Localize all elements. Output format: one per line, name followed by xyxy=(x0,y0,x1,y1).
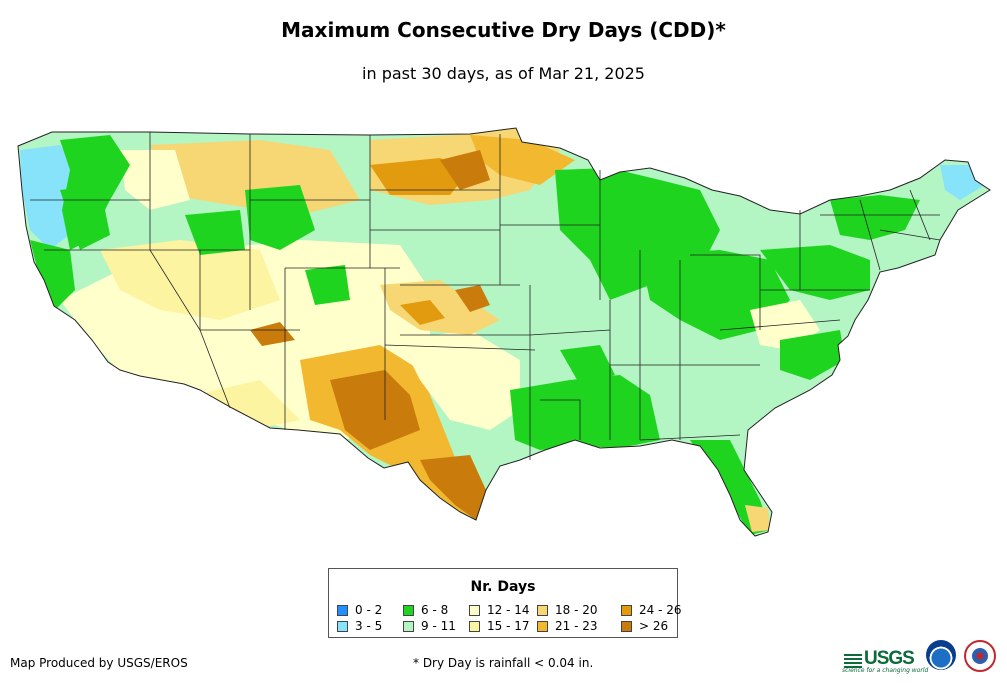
legend: Nr. Days 0 - 2 6 - 8 12 - 14 18 - 20 24 … xyxy=(328,568,682,638)
legend-item: 0 - 2 xyxy=(337,603,403,617)
legend-swatch xyxy=(337,604,348,616)
legend-swatch xyxy=(621,620,632,632)
producer-credit: Map Produced by USGS/EROS xyxy=(10,656,188,670)
legend-grid: 0 - 2 6 - 8 12 - 14 18 - 20 24 - 26 3 - … xyxy=(337,603,682,633)
legend-title: Nr. Days xyxy=(470,579,536,595)
legend-label: 15 - 17 xyxy=(487,619,530,633)
legend-item: 6 - 8 xyxy=(403,603,469,617)
legend-item: 21 - 23 xyxy=(537,619,621,633)
legend-swatch xyxy=(537,620,548,632)
dry-day-footnote: * Dry Day is rainfall < 0.04 in. xyxy=(413,656,594,670)
legend-swatch xyxy=(403,604,414,616)
usgs-wave-icon xyxy=(844,654,862,668)
legend-label: 6 - 8 xyxy=(421,603,449,617)
legend-label: > 26 xyxy=(639,619,669,633)
legend-label: 24 - 26 xyxy=(639,603,682,617)
legend-item: 9 - 11 xyxy=(403,619,469,633)
legend-swatch xyxy=(537,604,548,616)
noaa-logo-icon xyxy=(926,640,956,670)
usgs-tagline: science for a changing world xyxy=(842,667,929,674)
legend-swatch xyxy=(621,604,632,616)
legend-item: 3 - 5 xyxy=(337,619,403,633)
legend-swatch xyxy=(469,620,480,632)
legend-label: 0 - 2 xyxy=(355,603,383,617)
legend-label: 21 - 23 xyxy=(555,619,598,633)
legend-item: > 26 xyxy=(621,619,681,633)
map-subtitle: in past 30 days, as of Mar 21, 2025 xyxy=(362,64,645,83)
legend-item: 15 - 17 xyxy=(469,619,537,633)
legend-swatch xyxy=(403,620,414,632)
legend-item: 12 - 14 xyxy=(469,603,537,617)
legend-label: 3 - 5 xyxy=(355,619,383,633)
agency-logos: USGS science for a changing world xyxy=(842,640,1002,680)
nws-logo-icon xyxy=(964,640,996,672)
legend-item: 24 - 26 xyxy=(621,603,682,617)
legend-item: 18 - 20 xyxy=(537,603,621,617)
legend-swatch xyxy=(337,620,348,632)
legend-label: 9 - 11 xyxy=(421,619,456,633)
map-title: Maximum Consecutive Dry Days (CDD)* xyxy=(281,18,726,42)
us-cdd-map xyxy=(17,127,991,537)
usgs-logo-text: USGS xyxy=(864,648,915,669)
legend-label: 18 - 20 xyxy=(555,603,598,617)
legend-swatch xyxy=(469,604,480,616)
state-borders xyxy=(30,132,941,460)
legend-label: 12 - 14 xyxy=(487,603,530,617)
